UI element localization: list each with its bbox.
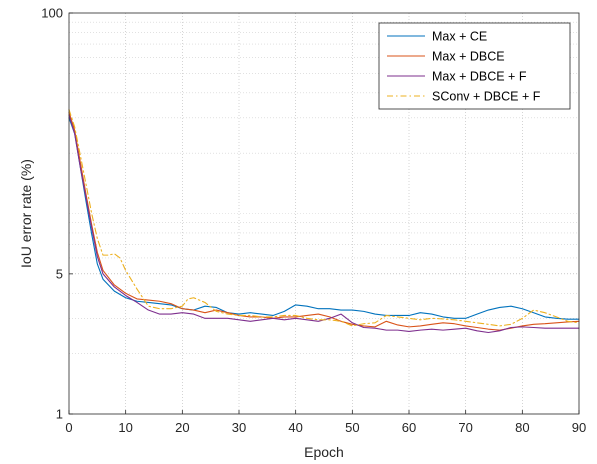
y-tick-label: 5: [56, 266, 63, 281]
x-tick-label: 20: [175, 420, 189, 435]
x-tick-label: 50: [345, 420, 359, 435]
legend-label-1: Max + CE: [432, 30, 487, 44]
x-tick-label: 30: [232, 420, 246, 435]
series-lines: [68, 108, 580, 334]
legend-label-4: SConv + DBCE + F: [432, 90, 541, 104]
legend-box: [378, 22, 571, 110]
y-axis-label: IoU error rate (%): [18, 159, 34, 268]
series-line-2: [68, 111, 580, 331]
series-line-3: [68, 114, 580, 334]
x-tick-label: 80: [515, 420, 529, 435]
x-axis-label: Epoch: [304, 444, 344, 460]
x-tick-label: 70: [458, 420, 472, 435]
y-tick-label: 100: [41, 6, 63, 21]
x-tick-label: 40: [288, 420, 302, 435]
x-tick-label: 60: [402, 420, 416, 435]
y-tick-label: 1: [56, 407, 63, 422]
x-tick-label: 0: [65, 420, 72, 435]
x-tick-label: 10: [118, 420, 132, 435]
legend-label-3: Max + DBCE + F: [432, 70, 527, 84]
series-line-1: [68, 117, 580, 320]
series-line-4: [68, 108, 580, 327]
legend: Max + CE Max + DBCE Max + DBCE + F SConv + …: [378, 22, 571, 110]
plot-frame: [68, 12, 580, 415]
axis-ticks: 0 10 20 30 40 50 60 70 80 90 1 5 100: [41, 6, 586, 436]
x-tick-label: 90: [572, 420, 586, 435]
legend-label-2: Max + DBCE: [432, 50, 505, 64]
